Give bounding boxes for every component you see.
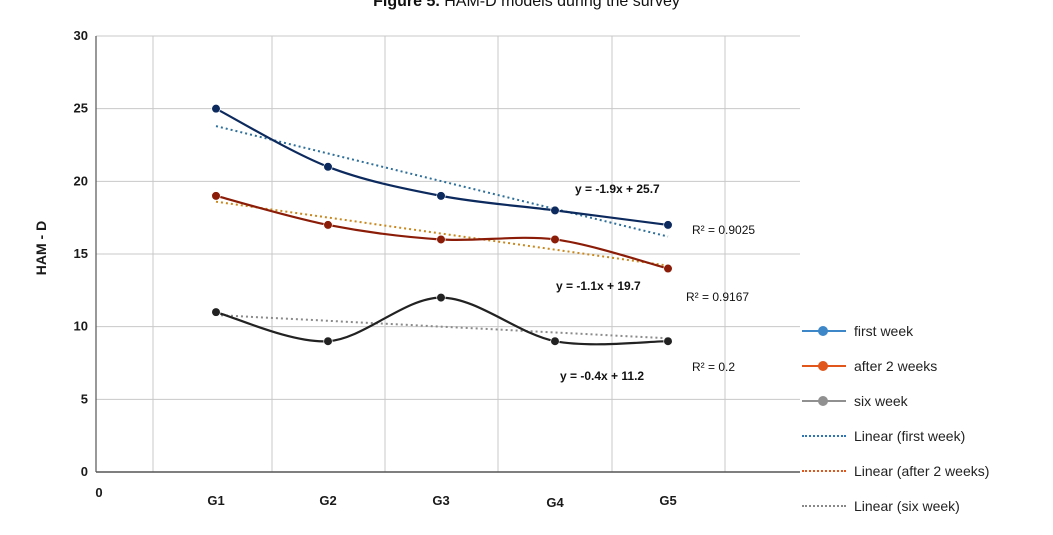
data-point	[436, 191, 446, 201]
data-point	[550, 205, 560, 215]
line-chart: 0 5 10 15 20 25 30 G1 G2 G3 G4 G5 0 HAM - D y = -1.9x…	[33, 28, 800, 510]
data-point	[436, 293, 446, 303]
legend-dotted-line-icon	[800, 499, 848, 513]
trendline	[215, 314, 669, 340]
data-point	[663, 263, 673, 274]
x-origin-label: 0	[95, 485, 102, 500]
x-tick-label: G2	[319, 493, 336, 508]
trend-lines	[215, 125, 669, 340]
legend-line-marker-icon	[800, 394, 848, 408]
axis-labels: 0 5 10 15 20 25 30 G1 G2 G3 G4 G5 0 HAM - D	[33, 28, 677, 510]
data-point	[323, 336, 333, 346]
series-markers	[211, 104, 673, 346]
data-point	[211, 307, 221, 317]
x-tick-label: G1	[207, 493, 224, 508]
data-point	[323, 220, 333, 230]
data-point	[211, 104, 221, 114]
y-tick-label: 20	[74, 173, 88, 188]
chart-title: Figure 5. HAM-D models during the survey	[0, 0, 1053, 11]
x-tick-label: G5	[659, 493, 676, 508]
legend-item: after 2 weeks	[800, 348, 1050, 383]
x-tick-label: G3	[432, 493, 449, 508]
legend-item: Linear (first week)	[800, 418, 1050, 453]
legend-item: Linear (after 2 weeks)	[800, 453, 1050, 488]
chart-legend: first week after 2 weeks six week Linear (f…	[800, 313, 1050, 523]
y-tick-label: 5	[81, 391, 88, 406]
trend-r-squared: R² = 0.9025	[692, 223, 755, 237]
trend-r-squared: R² = 0.2	[692, 360, 735, 374]
legend-label: six week	[854, 392, 908, 409]
data-point	[663, 336, 673, 346]
legend-dotted-line-icon	[800, 429, 848, 443]
y-axis-title: HAM - D	[33, 221, 49, 275]
legend-dotted-line-icon	[800, 464, 848, 478]
data-point	[550, 234, 560, 245]
legend-line-marker-icon	[800, 324, 848, 338]
trendline	[215, 200, 669, 267]
data-point	[323, 162, 333, 172]
legend-label: Linear (first week)	[854, 427, 966, 444]
y-tick-label: 30	[74, 28, 88, 43]
figure-caption: HAM-D models during the survey	[439, 0, 680, 10]
trend-equation: y = -1.1x + 19.7	[556, 279, 641, 293]
x-tick-label: G4	[546, 495, 564, 510]
y-tick-label: 25	[74, 101, 88, 116]
legend-item: six week	[800, 383, 1050, 418]
legend-item: Linear (six week)	[800, 488, 1050, 523]
y-tick-label: 0	[81, 464, 88, 479]
legend-label: Linear (six week)	[854, 497, 960, 514]
y-tick-label: 15	[74, 246, 88, 261]
trend-equation: y = -1.9x + 25.7	[575, 182, 660, 196]
grid-lines	[95, 35, 800, 473]
figure-number: Figure 5.	[373, 0, 440, 10]
y-tick-label: 10	[74, 319, 88, 334]
data-point	[550, 336, 560, 346]
legend-label: first week	[854, 322, 914, 339]
legend-line-marker-icon	[800, 359, 848, 373]
data-point	[663, 220, 673, 230]
data-point	[436, 234, 446, 245]
trend-equation: y = -0.4x + 11.2	[560, 369, 644, 383]
legend-item: first week	[800, 313, 1050, 348]
trend-r-squared: R² = 0.9167	[686, 290, 749, 304]
data-point	[211, 191, 221, 201]
legend-label: after 2 weeks	[854, 357, 938, 374]
legend-label: Linear (after 2 weeks)	[854, 462, 990, 479]
trend-annotations: y = -1.9x + 25.7 R² = 0.9025 y = -1.1x + 1…	[556, 182, 755, 383]
